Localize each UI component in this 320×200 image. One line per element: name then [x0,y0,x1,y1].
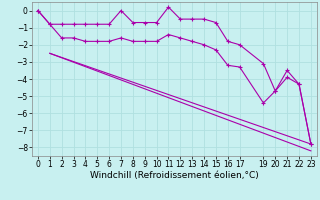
X-axis label: Windchill (Refroidissement éolien,°C): Windchill (Refroidissement éolien,°C) [90,171,259,180]
